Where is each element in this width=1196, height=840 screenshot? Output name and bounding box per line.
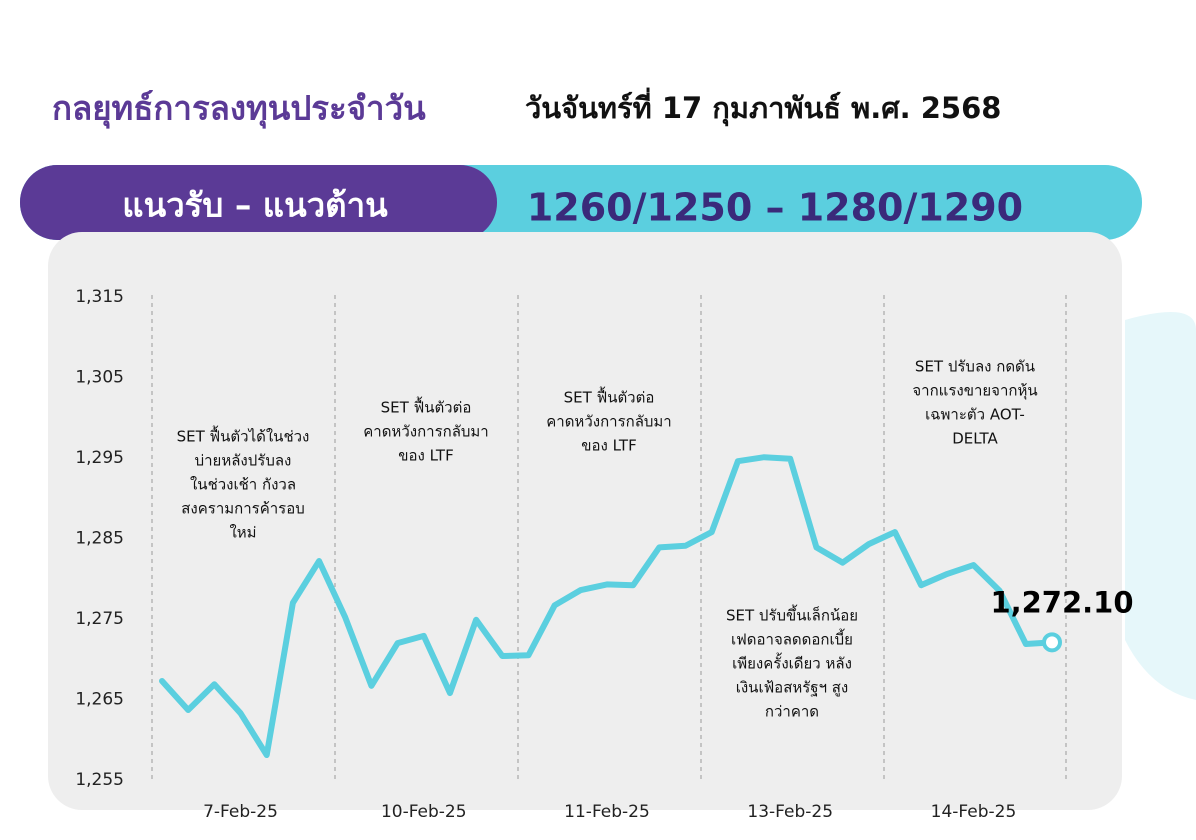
title: กลยุทธ์การลงทุนประจำวัน xyxy=(52,89,426,130)
banner-label-bg xyxy=(20,165,497,240)
y-tick-label: 1,275 xyxy=(75,609,124,629)
annotation: SET ปรับลง กดดัน xyxy=(915,358,1035,376)
annotation: เพียงครั้งเดียว หลัง xyxy=(732,653,852,673)
annotation: คาดหวังการกลับมา xyxy=(363,423,489,441)
annotation: SET ฟื้นตัวต่อ xyxy=(381,397,472,417)
chart: 1,255 1,265 1,275 1,285 1,295 1,305 1,315 7-Feb… xyxy=(75,287,1133,822)
point xyxy=(1042,632,1062,653)
annotation: ใหม่ xyxy=(229,524,256,542)
date: วันจันทร์ที่ 17 กุมภาพันธ์ พ.ศ. 2568 xyxy=(525,87,1001,126)
annotation: เฟดอาจลดดอกเบี้ย xyxy=(731,629,853,649)
y-tick-label: 1,265 xyxy=(75,690,124,710)
y-tick-label: 1,285 xyxy=(75,529,124,549)
banner-levels: 1260/1250 – 1280/1290 xyxy=(527,186,1023,230)
annotation: จากแรงขายจากหุ้น xyxy=(912,382,1037,401)
annotation: SET ฟื้นตัวได้ในช่วง xyxy=(177,426,310,446)
x-tick-label: 14-Feb-25 xyxy=(931,802,1017,822)
annotation: SET ปรับขึ้นเล็กน้อย xyxy=(726,605,858,625)
banner-label: แนวรับ – แนวต้าน xyxy=(122,186,388,225)
annotation: บ่ายหลังปรับลง xyxy=(195,452,292,470)
annotation: DELTA xyxy=(952,430,998,448)
annotation: ของ LTF xyxy=(581,437,636,455)
y-tick-label: 1,295 xyxy=(75,448,124,468)
y-tick-label: 1,255 xyxy=(75,770,124,790)
annotation: เฉพาะตัว AOT- xyxy=(925,406,1025,424)
y-tick-label: 1,315 xyxy=(75,287,124,307)
annotation: สงครามการค้ารอบ xyxy=(181,500,305,518)
x-tick-label: 7-Feb-25 xyxy=(203,802,278,822)
chart-panel xyxy=(48,232,1122,810)
annotation: คาดหวังการกลับมา xyxy=(546,413,672,431)
annotation: เงินเฟ้อสหรัฐฯ สูง xyxy=(736,679,849,697)
annotation: ในช่วงเช้า กังวล xyxy=(190,476,296,494)
line xyxy=(159,454,1055,759)
data-label: 1,272.10 xyxy=(990,585,1133,619)
y-tick-label: 1,305 xyxy=(75,368,124,388)
x-tick-label: 10-Feb-25 xyxy=(381,802,467,822)
x-tick-label: 13-Feb-25 xyxy=(747,802,833,822)
annotation: SET ฟื้นตัวต่อ xyxy=(564,387,655,407)
annotation: ของ LTF xyxy=(398,447,453,465)
x-tick-label: 11-Feb-25 xyxy=(564,802,650,822)
decor xyxy=(1125,312,1196,700)
annotation: กว่าคาด xyxy=(765,703,819,721)
